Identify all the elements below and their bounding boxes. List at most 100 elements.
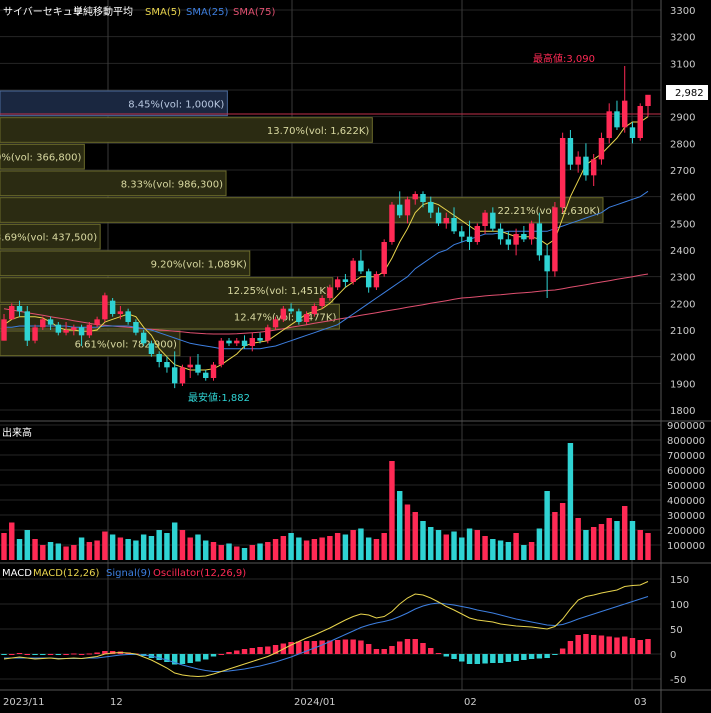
indicator-name: 単純移動平均 [73, 5, 133, 18]
volume-bar [179, 530, 186, 560]
candle-body [226, 340, 232, 344]
volume-bar [459, 537, 465, 560]
oscillator-bar [249, 648, 256, 654]
oscillator-bar [482, 654, 488, 664]
candle-body [521, 234, 527, 240]
oscillator-bar [443, 654, 449, 657]
volume-bar [575, 518, 581, 560]
volume-bar [505, 542, 512, 560]
volume-profile-label: 8.45%(vol: 1,000K) [128, 99, 224, 110]
candle-body [203, 372, 209, 378]
price-tick-label: 2600 [670, 193, 695, 204]
legend-signal: Signal(9) [106, 568, 151, 579]
volume-bar [606, 518, 612, 560]
candle-body [55, 324, 62, 333]
oscillator-bar [342, 639, 349, 654]
current-price-tag [666, 85, 708, 100]
macd-tick-label: 50 [670, 625, 683, 636]
candle-body [257, 338, 263, 341]
volume-bar [241, 548, 248, 560]
oscillator-bar [629, 638, 636, 654]
volume-bar [55, 543, 62, 560]
oscillator-bar [474, 654, 481, 664]
candle-body [249, 338, 256, 346]
candle-body [552, 207, 558, 272]
candle-body [40, 319, 46, 328]
candlestick-series[interactable] [1, 66, 651, 389]
candle-body [125, 311, 131, 322]
volume-profile-bar [0, 90, 228, 117]
oscillator-bar [459, 654, 465, 662]
price-tick-label: 3300 [670, 6, 695, 17]
candle-body [513, 234, 519, 245]
candle-body [303, 314, 310, 322]
candle-body [482, 212, 488, 226]
oscillator-bar [210, 654, 217, 657]
oscillator-bar [164, 654, 170, 662]
volume-profile-bar [0, 197, 604, 223]
volume-bar [435, 530, 442, 560]
candle-body [187, 364, 193, 368]
oscillator-bar [203, 654, 209, 660]
volume-profile-label: 13.70%(vol: 1,622K) [267, 126, 370, 137]
volume-bars [1, 443, 651, 560]
volume-profile-bar [0, 170, 227, 197]
current-price-label: 2,982 [675, 88, 704, 99]
oscillator-bar [497, 654, 504, 663]
volume-bar [497, 540, 504, 560]
volume-bar [327, 536, 333, 560]
oscillator-bar [373, 649, 380, 654]
oscillator-bar [637, 640, 643, 654]
volume-bar [443, 534, 449, 560]
candle-body [373, 274, 380, 288]
candle-body [164, 362, 170, 368]
volume-bar [583, 530, 589, 560]
volume-tick-label: 600000 [667, 466, 705, 477]
oscillator-bar [265, 646, 271, 654]
oscillator-bar [179, 654, 186, 664]
volume-profile-label: 22.21%(vol: 2,630K) [498, 206, 601, 217]
candle-body [47, 319, 54, 325]
oscillator-bar [567, 641, 574, 654]
legend-macd: MACD(12,26) [33, 568, 100, 579]
oscillator-bar [365, 644, 372, 654]
volume-bar [210, 542, 217, 560]
oscillator-bar [241, 649, 248, 654]
candle-body [590, 159, 597, 176]
candle-body [459, 231, 465, 237]
volume-bar [78, 537, 85, 560]
volume-bar [420, 521, 426, 560]
oscillator-bar [334, 640, 341, 654]
oscillator-bar [16, 653, 23, 654]
volume-profile-label: 6.61%(vol: 782,900) [75, 339, 177, 350]
price-tick-label: 2700 [670, 166, 695, 177]
price-tick-label: 2500 [670, 219, 695, 230]
volume-bar [559, 503, 566, 560]
candle-body [396, 204, 403, 216]
legend-sma75: SMA(75) [233, 7, 275, 18]
oscillator-bar [528, 654, 535, 659]
volume-bar [389, 461, 395, 560]
oscillator-bar [272, 645, 279, 654]
candle-body [195, 364, 201, 373]
candle-body [311, 306, 318, 314]
candle-body [358, 260, 364, 272]
candle-body [210, 364, 217, 378]
candle-body [71, 327, 77, 330]
oscillator-bar [544, 654, 550, 658]
candle-body [102, 295, 108, 320]
oscillator-bar [521, 654, 527, 660]
candle-body [451, 218, 457, 232]
macd-tick-label: -50 [670, 675, 686, 686]
candle-body [234, 340, 240, 344]
candle-body [614, 111, 620, 128]
macd-tick-label: 150 [670, 575, 689, 586]
volume-bar [164, 533, 170, 560]
volume-bar [528, 542, 535, 560]
oscillator-bar [55, 654, 62, 655]
x-tick-label: 02 [464, 697, 477, 708]
volume-profile-bar [0, 250, 251, 277]
candle-body [528, 223, 535, 240]
macd-title: MACD [2, 568, 32, 579]
